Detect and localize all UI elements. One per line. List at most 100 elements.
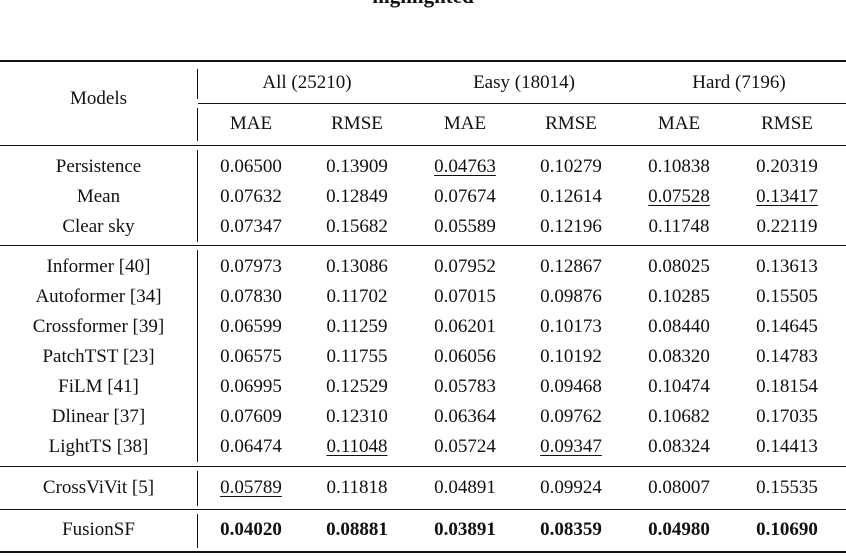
metric-value: 0.04980: [648, 519, 710, 540]
metric-value: 0.12867: [540, 256, 602, 277]
metric-value: 0.08359: [540, 519, 602, 540]
metric-value: 0.07347: [220, 216, 282, 237]
metric-value: 0.10279: [540, 156, 602, 177]
vertical-separator: [197, 108, 198, 141]
metric-value: 0.11048: [326, 436, 388, 457]
model-name: PatchTST [23]: [42, 346, 155, 367]
metric-value: 0.06364: [434, 406, 496, 427]
metric-value: 0.04020: [220, 519, 282, 540]
metric-value: 0.05724: [434, 436, 496, 457]
metric-value: 0.08881: [326, 519, 388, 540]
metric-value: 0.10192: [540, 346, 602, 367]
metric-header: RMSE: [761, 113, 813, 134]
metric-header: MAE: [657, 113, 701, 134]
group-header-all: All (25210): [262, 72, 352, 93]
metric-value: 0.11755: [326, 346, 388, 367]
metric-value: 0.15535: [756, 477, 818, 498]
metric-header: MAE: [443, 113, 487, 134]
metric-value: 0.11748: [648, 216, 710, 237]
metric-value: 0.06995: [220, 376, 282, 397]
metric-value: 0.13417: [756, 186, 818, 207]
top-rule: [0, 60, 846, 62]
metric-value: 0.12614: [540, 186, 602, 207]
metric-value: 0.14645: [756, 316, 818, 337]
vertical-separator: [197, 471, 198, 506]
metric-value: 0.04891: [434, 477, 496, 498]
metric-value: 0.10838: [648, 156, 710, 177]
model-name: Persistence: [55, 156, 142, 177]
metric-value: 0.12310: [326, 406, 388, 427]
metric-value: 0.08007: [648, 477, 710, 498]
model-name: CrossViVit [5]: [42, 477, 155, 498]
metric-value: 0.10682: [648, 406, 710, 427]
metric-value: 0.04763: [434, 156, 496, 177]
metric-value: 0.06599: [220, 316, 282, 337]
metric-value: 0.07528: [648, 186, 710, 207]
metric-value: 0.14783: [756, 346, 818, 367]
model-name: LightTS [38]: [48, 436, 149, 457]
caption-text: highlighted: [372, 0, 474, 8]
metric-value: 0.11259: [326, 316, 388, 337]
model-name: Dlinear [37]: [51, 406, 146, 427]
metric-value: 0.06474: [220, 436, 282, 457]
vertical-separator: [197, 150, 198, 242]
metric-value: 0.10285: [648, 286, 710, 307]
section-rule-3: [0, 509, 846, 510]
vertical-separator: [197, 69, 198, 99]
metric-value: 0.12196: [540, 216, 602, 237]
section-rule-1: [0, 245, 846, 246]
metric-value: 0.09924: [540, 477, 602, 498]
metric-value: 0.08025: [648, 256, 710, 277]
metric-value: 0.15505: [756, 286, 818, 307]
metric-header: MAE: [229, 113, 273, 134]
group-header-hard: Hard (7196): [692, 72, 786, 93]
metric-value: 0.11702: [326, 286, 388, 307]
model-name: Mean: [76, 186, 121, 207]
metric-value: 0.07830: [220, 286, 282, 307]
metric-value: 0.14413: [756, 436, 818, 457]
section-rule-2: [0, 466, 846, 467]
model-name: Autoformer [34]: [35, 286, 162, 307]
bottom-rule: [0, 551, 846, 553]
metric-value: 0.08324: [648, 436, 710, 457]
group-subrule: [198, 103, 846, 104]
model-name: Crossformer [39]: [32, 316, 165, 337]
group-header-easy: Easy (18014): [473, 72, 575, 93]
vertical-separator: [197, 514, 198, 548]
metric-value: 0.06500: [220, 156, 282, 177]
vertical-separator: [197, 250, 198, 462]
model-name: Clear sky: [62, 216, 135, 237]
metric-value: 0.09347: [540, 436, 602, 457]
metric-value: 0.07674: [434, 186, 496, 207]
metric-value: 0.07632: [220, 186, 282, 207]
metric-value: 0.06575: [220, 346, 282, 367]
metric-value: 0.09762: [540, 406, 602, 427]
metric-value: 0.07609: [220, 406, 282, 427]
metric-value: 0.10690: [756, 519, 818, 540]
metric-value: 0.07973: [220, 256, 282, 277]
metric-value: 0.07952: [434, 256, 496, 277]
metric-value: 0.05789: [220, 477, 282, 498]
metric-value: 0.20319: [756, 156, 818, 177]
model-name: Informer [40]: [46, 256, 151, 277]
metric-header: RMSE: [545, 113, 597, 134]
model-name: FusionSF: [62, 519, 135, 540]
header-rule: [0, 145, 846, 146]
models-header: Models: [70, 88, 127, 109]
metric-value: 0.15682: [326, 216, 388, 237]
metric-value: 0.08320: [648, 346, 710, 367]
metric-value: 0.08440: [648, 316, 710, 337]
table-caption: highlighted: [0, 0, 846, 8]
metric-value: 0.13613: [756, 256, 818, 277]
metric-value: 0.06056: [434, 346, 496, 367]
metric-value: 0.10173: [540, 316, 602, 337]
metric-value: 0.18154: [756, 376, 818, 397]
metric-value: 0.03891: [434, 519, 496, 540]
metric-value: 0.22119: [756, 216, 818, 237]
metric-header: RMSE: [331, 113, 383, 134]
metric-value: 0.10474: [648, 376, 710, 397]
metric-value: 0.05589: [434, 216, 496, 237]
metric-value: 0.07015: [434, 286, 496, 307]
metric-value: 0.13086: [326, 256, 388, 277]
metric-value: 0.09468: [540, 376, 602, 397]
